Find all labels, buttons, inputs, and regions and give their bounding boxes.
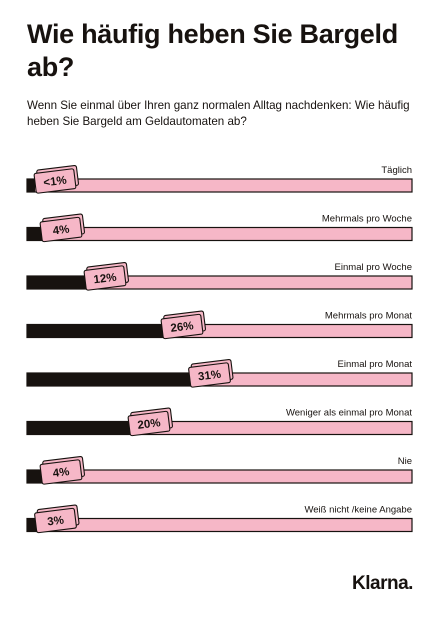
value-tag: 20% [127,407,174,437]
klarna-logo: Klarna. [352,573,413,594]
value-tag-front [160,313,204,340]
value-tag-front [39,216,83,243]
data-label: 20% [137,417,161,432]
data-label: 4% [52,466,70,480]
category-label: Täglich [381,165,412,176]
chart-subtitle: Wenn Sie einmal über Ihren ganz normalen… [27,99,410,128]
value-tag-front [188,362,231,388]
value-tag: <1% [33,164,80,194]
category-label: Mehrmals pro Woche [322,214,412,225]
bar [27,324,170,338]
category-label: Weiß nicht /keine Angabe [304,505,412,516]
value-tag: 31% [188,358,234,388]
bar [27,421,137,435]
data-label: 26% [170,320,194,335]
data-label: 31% [197,369,221,384]
bar [27,179,35,192]
category-label: Nie [398,456,412,467]
page-title: Wie häufig heben Sie Bargeld ab? [27,19,398,82]
bar [27,373,198,386]
bar-track [26,517,413,533]
data-label: 12% [93,272,117,287]
data-label: 4% [52,224,70,238]
bar-track [26,469,413,484]
value-tag: 4% [39,455,86,485]
data-label: 3% [47,515,65,529]
category-label: Einmal pro Woche [335,262,412,273]
data-label: <1% [43,175,68,190]
value-tag: 12% [83,261,130,291]
value-tag-front [34,507,77,534]
category-label: Weniger als einmal pro Monat [286,408,412,419]
category-label: Einmal pro Monat [338,359,413,370]
bar-track [26,226,413,242]
value-tag-front [33,168,77,194]
value-tag-front [39,459,83,485]
category-label: Mehrmals pro Monat [325,311,412,322]
bar-track [26,178,413,193]
value-tag-front [83,265,127,291]
bar [27,276,93,289]
value-tag: 26% [160,310,207,340]
value-tag: 3% [34,504,80,534]
value-tag: 4% [39,213,86,243]
value-tag-front [127,410,171,437]
